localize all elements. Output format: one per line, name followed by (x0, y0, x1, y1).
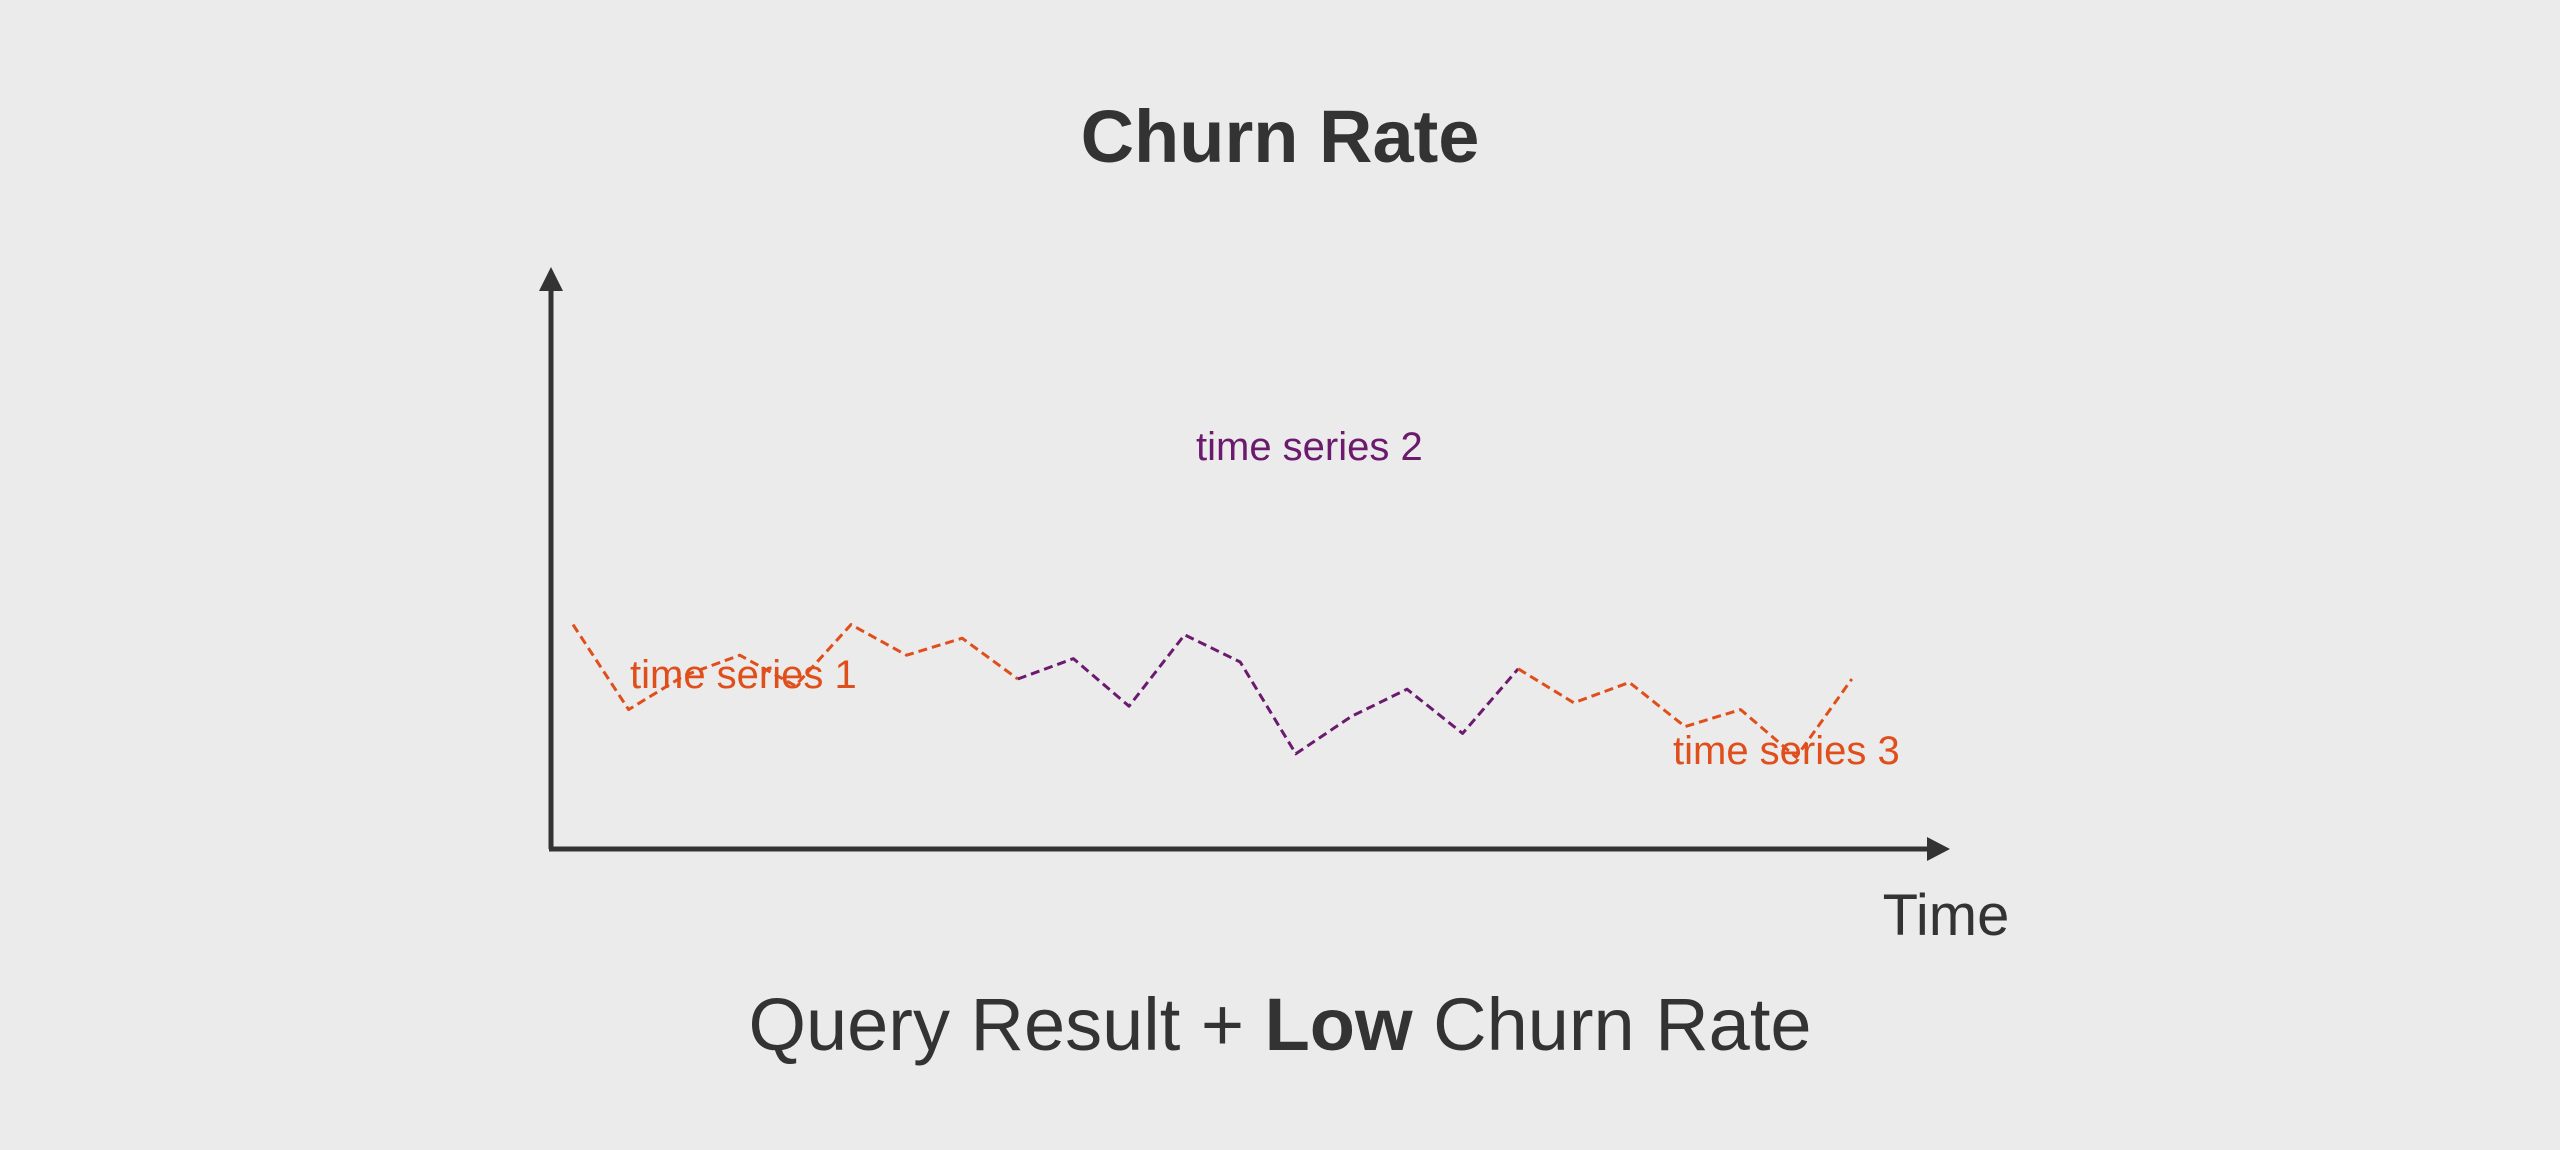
axes (539, 267, 1950, 861)
caption-prefix: Query Result + (748, 983, 1264, 1066)
caption: Query Result + Low Churn Rate (748, 983, 1811, 1066)
caption-emphasis: Low (1265, 983, 1413, 1066)
caption-suffix: Churn Rate (1413, 983, 1812, 1066)
series-label-1: time series 1 (630, 653, 857, 697)
series-label-3: time series 3 (1673, 729, 1900, 773)
y-axis-arrow (539, 267, 563, 291)
series-layer: time series 1 time series 2 time series 3 (571, 425, 1900, 773)
series-label-2: time series 2 (1196, 425, 1423, 469)
chart-title: Churn Rate (1081, 95, 1480, 178)
series-line-3 (1517, 667, 1854, 759)
x-axis-arrow (1927, 837, 1950, 861)
x-axis-label: Time (1883, 883, 2010, 948)
series-line-2 (1017, 633, 1520, 756)
